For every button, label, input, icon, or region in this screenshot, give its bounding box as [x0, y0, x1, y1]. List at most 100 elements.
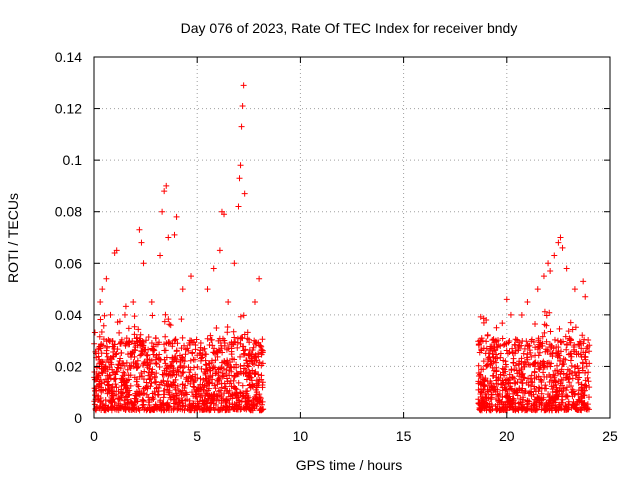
data-point — [95, 370, 102, 377]
data-point — [209, 342, 216, 349]
data-point — [563, 346, 570, 353]
data-point — [215, 397, 222, 404]
data-point — [519, 385, 526, 392]
data-point — [482, 394, 489, 401]
data-point — [540, 402, 547, 409]
data-point — [117, 404, 124, 411]
data-point — [484, 356, 491, 363]
data-point — [153, 378, 160, 385]
data-point — [244, 387, 251, 394]
data-point — [576, 397, 583, 404]
data-point — [101, 404, 108, 411]
data-point — [544, 359, 551, 366]
data-point — [169, 372, 176, 379]
data-point — [554, 337, 561, 344]
data-point — [104, 381, 111, 388]
x-tick-label: 20 — [499, 428, 515, 444]
data-point — [121, 370, 128, 377]
data-point — [150, 396, 157, 403]
data-point — [132, 392, 139, 399]
data-point — [201, 382, 208, 389]
data-point — [101, 379, 108, 386]
data-point — [543, 399, 550, 406]
data-point — [477, 371, 484, 378]
data-point — [512, 362, 519, 369]
data-point — [564, 366, 571, 373]
data-point — [490, 354, 497, 361]
data-point — [537, 376, 544, 383]
data-point — [133, 364, 140, 371]
data-point — [244, 360, 251, 367]
x-tick-label: 5 — [193, 428, 201, 444]
data-point — [575, 379, 582, 386]
data-point — [477, 379, 484, 386]
data-point — [525, 390, 532, 397]
data-point — [476, 399, 483, 406]
data-point — [259, 384, 266, 391]
data-point — [188, 337, 195, 344]
data-point — [493, 406, 500, 413]
data-point — [122, 401, 129, 408]
data-point — [165, 364, 172, 371]
data-point — [186, 341, 193, 348]
data-point — [93, 364, 100, 371]
data-point — [497, 350, 504, 357]
data-point — [183, 389, 190, 396]
data-point — [542, 348, 549, 355]
data-point — [122, 385, 129, 392]
data-point — [237, 313, 244, 320]
data-point — [128, 362, 135, 369]
data-point — [123, 335, 130, 342]
data-point — [167, 322, 174, 329]
data-point — [244, 335, 251, 342]
data-point — [149, 369, 156, 376]
data-point — [567, 357, 574, 364]
data-point — [489, 336, 496, 343]
data-point — [219, 373, 226, 380]
data-point — [103, 275, 110, 282]
data-point — [513, 336, 520, 343]
data-point — [500, 357, 507, 364]
data-point — [96, 356, 103, 363]
data-point — [502, 368, 509, 375]
data-point — [170, 406, 177, 413]
data-point — [530, 391, 537, 398]
data-point — [126, 404, 133, 411]
data-point — [237, 353, 244, 360]
data-point — [170, 365, 177, 372]
data-point — [551, 336, 558, 343]
data-point — [146, 376, 153, 383]
data-point — [97, 298, 104, 305]
data-point — [125, 325, 132, 332]
x-tick-label: 0 — [90, 428, 98, 444]
x-axis-label: GPS time / hours — [296, 457, 403, 473]
data-point — [125, 372, 132, 379]
data-point — [118, 349, 125, 356]
data-point — [140, 401, 147, 408]
data-point — [218, 380, 225, 387]
data-point — [198, 405, 205, 412]
data-point — [563, 342, 570, 349]
data-point — [543, 322, 550, 329]
data-point — [178, 373, 185, 380]
data-point — [478, 346, 485, 353]
data-point — [227, 377, 234, 384]
data-point — [487, 396, 494, 403]
data-point — [99, 286, 106, 293]
data-point — [239, 393, 246, 400]
data-point — [566, 375, 573, 382]
data-point — [569, 386, 576, 393]
data-point — [487, 407, 494, 414]
data-point — [103, 347, 110, 354]
data-point — [553, 344, 560, 351]
data-point — [162, 333, 169, 340]
data-point — [172, 384, 179, 391]
data-point — [149, 312, 156, 319]
data-point — [213, 349, 220, 356]
data-point — [531, 402, 538, 409]
data-point — [172, 336, 179, 343]
data-point — [149, 394, 156, 401]
data-point — [531, 369, 538, 376]
data-point — [162, 311, 169, 318]
data-point — [136, 226, 143, 233]
